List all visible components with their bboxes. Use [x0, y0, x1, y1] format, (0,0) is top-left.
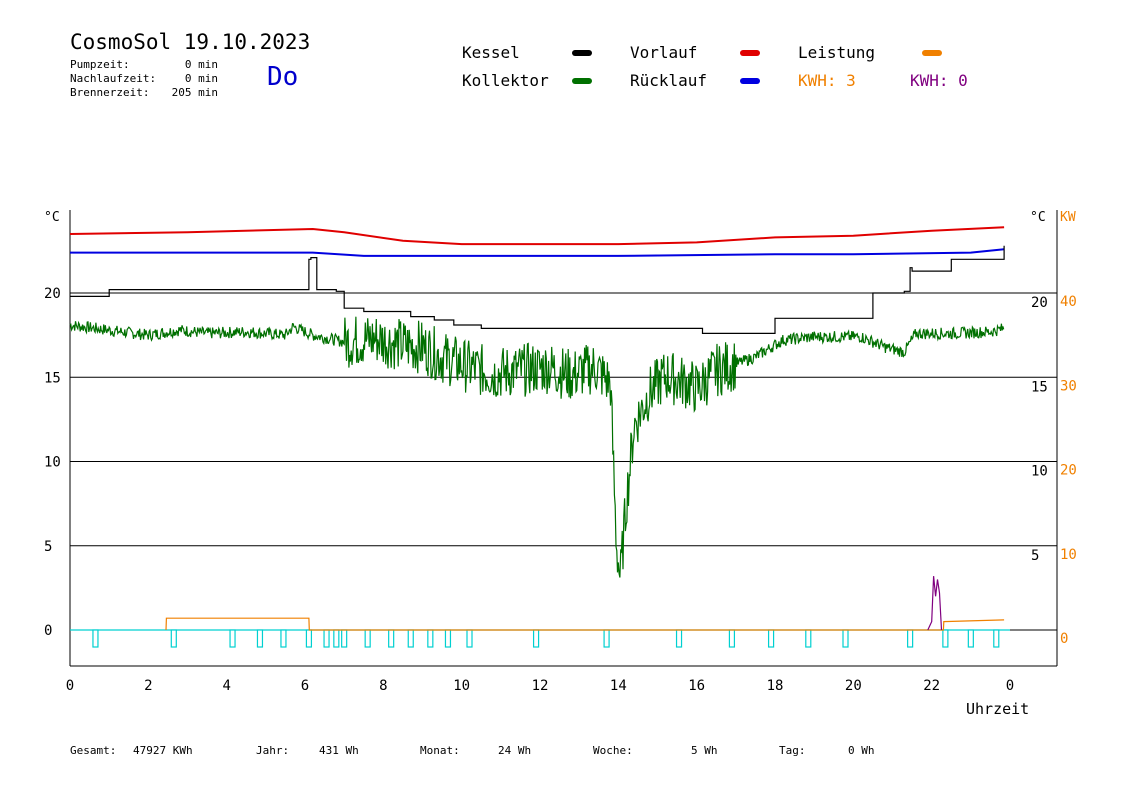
- y-tick-label-left: 0: [44, 623, 52, 639]
- y-tick-label-left: 15: [44, 370, 61, 386]
- series-line-leistung: [165, 617, 1005, 631]
- pump-pulse: [728, 629, 736, 648]
- pump-pulse: [532, 629, 540, 648]
- weekday-label: Do: [267, 62, 299, 92]
- kw-tick-label: 30: [1060, 378, 1077, 394]
- chart-title: CosmoSol 19.10.2023: [70, 30, 311, 54]
- pump-pulse: [388, 629, 395, 648]
- pump-pulse: [305, 629, 313, 648]
- stat-pumpzeit-label: Pumpzeit:: [70, 58, 130, 71]
- y-unit-label-left: °C: [44, 210, 60, 225]
- x-tick-label: 0: [66, 678, 74, 694]
- legend-kollektor-swatch: [572, 78, 592, 84]
- legend-vorlauf-swatch: [740, 50, 760, 56]
- y-tick-label-left: 5: [44, 539, 52, 555]
- x-tick-label: 6: [301, 678, 309, 694]
- pump-pulse: [767, 629, 775, 648]
- series-line-kessel: [70, 245, 1005, 334]
- legend-leistung-swatch: [922, 50, 942, 56]
- pump-pulse: [993, 629, 1000, 648]
- legend-ruecklauf-label: Rücklauf: [630, 71, 708, 90]
- x-tick-label: 2: [144, 678, 152, 694]
- x-axis-label: Uhrzeit: [966, 700, 1029, 718]
- pump-pulse: [341, 629, 348, 648]
- footer-gesamt-value: 47927 KWh: [133, 744, 193, 757]
- footer-monat-value: 24 Wh: [498, 744, 532, 757]
- pump-pulse: [427, 629, 434, 648]
- y-unit-label-right: °C: [1030, 210, 1046, 225]
- legend-kollektor-label: Kollektor: [462, 71, 549, 90]
- footer-jahr-value: 431 Wh: [319, 744, 359, 757]
- legend-kessel-label: Kessel: [462, 43, 520, 62]
- footer-woche-value: 5 Wh: [691, 744, 718, 757]
- x-tick-label: 4: [222, 678, 230, 694]
- footer-monat-label: Monat:: [420, 744, 460, 757]
- footer-woche-label: Woche:: [593, 744, 633, 757]
- footer-gesamt-label: Gesamt:: [70, 744, 117, 757]
- y-tick-label-right: 20: [1031, 295, 1048, 311]
- series-line-kwh2: [927, 576, 943, 631]
- x-tick-label: 20: [845, 678, 862, 694]
- stat-nachlaufzeit-value: 0 min: [184, 72, 218, 85]
- stat-nachlaufzeit-label: Nachlaufzeit:: [70, 72, 157, 85]
- series-line-kollektor: [69, 316, 1005, 578]
- pump-pulse: [256, 629, 264, 648]
- stat-brennerzeit-value: 205 min: [171, 86, 218, 99]
- series-line-ruecklauf: [70, 248, 1005, 257]
- pump-pulse: [842, 629, 849, 648]
- x-tick-label: 0: [1006, 678, 1014, 694]
- x-tick-label: 10: [453, 678, 470, 694]
- y-tick-label-right: 10: [1031, 464, 1048, 480]
- kw-tick-label: 20: [1060, 463, 1077, 479]
- legend-kessel-swatch: [572, 50, 592, 56]
- pump-pulse: [444, 629, 452, 648]
- x-tick-label: 16: [688, 678, 705, 694]
- pump-pulse: [603, 629, 610, 648]
- pump-pulse: [675, 629, 683, 648]
- pump-pulse: [333, 629, 340, 648]
- pump-pulse: [967, 629, 974, 648]
- kw-unit-label: KW: [1060, 210, 1076, 225]
- y-tick-label-right: 5: [1031, 548, 1039, 564]
- series-line-vorlauf: [69, 226, 1005, 246]
- pump-pulse: [942, 629, 949, 648]
- legend-kwh2-value: KWH: 0: [910, 71, 968, 90]
- y-tick-label-left: 10: [44, 455, 61, 471]
- pump-pulse: [323, 629, 330, 648]
- x-tick-label: 22: [923, 678, 940, 694]
- legend-kwh-value: KWH: 3: [798, 71, 856, 90]
- stat-pumpzeit-value: 0 min: [184, 58, 218, 71]
- pump-pulse: [364, 629, 371, 648]
- y-tick-label-left: 20: [44, 286, 61, 302]
- pump-pulse: [466, 629, 473, 648]
- footer-jahr-label: Jahr:: [256, 744, 290, 757]
- pump-pulse: [907, 629, 914, 648]
- temperature-chart: 0 5 10 15 20 °C 5 10 15 20 °C 0 10 20 30 40 KW 0 2 4 6 8 10 12 1…: [44, 210, 1077, 718]
- x-tick-label: 18: [767, 678, 784, 694]
- kw-tick-label: 40: [1060, 294, 1077, 310]
- legend-vorlauf-label: Vorlauf: [630, 43, 698, 62]
- pump-pulse: [805, 629, 812, 648]
- pump-pulse: [229, 629, 236, 648]
- legend-ruecklauf-swatch: [740, 78, 760, 84]
- y-tick-label-right: 15: [1031, 379, 1048, 395]
- footer-tag-value: 0 Wh: [848, 744, 875, 757]
- x-tick-label: 8: [379, 678, 387, 694]
- x-tick-label: 12: [532, 678, 549, 694]
- legend-leistung-label: Leistung: [798, 43, 876, 62]
- x-tick-label: 14: [610, 678, 627, 694]
- footer-tag-label: Tag:: [779, 744, 806, 757]
- pump-pulse: [407, 629, 414, 648]
- kw-tick-label: 10: [1060, 547, 1077, 563]
- kw-tick-label: 0: [1060, 631, 1068, 647]
- stat-brennerzeit-label: Brennerzeit:: [70, 86, 150, 99]
- pump-pulse: [280, 629, 287, 648]
- pump-pulse: [92, 629, 99, 648]
- pump-pulse: [170, 629, 177, 648]
